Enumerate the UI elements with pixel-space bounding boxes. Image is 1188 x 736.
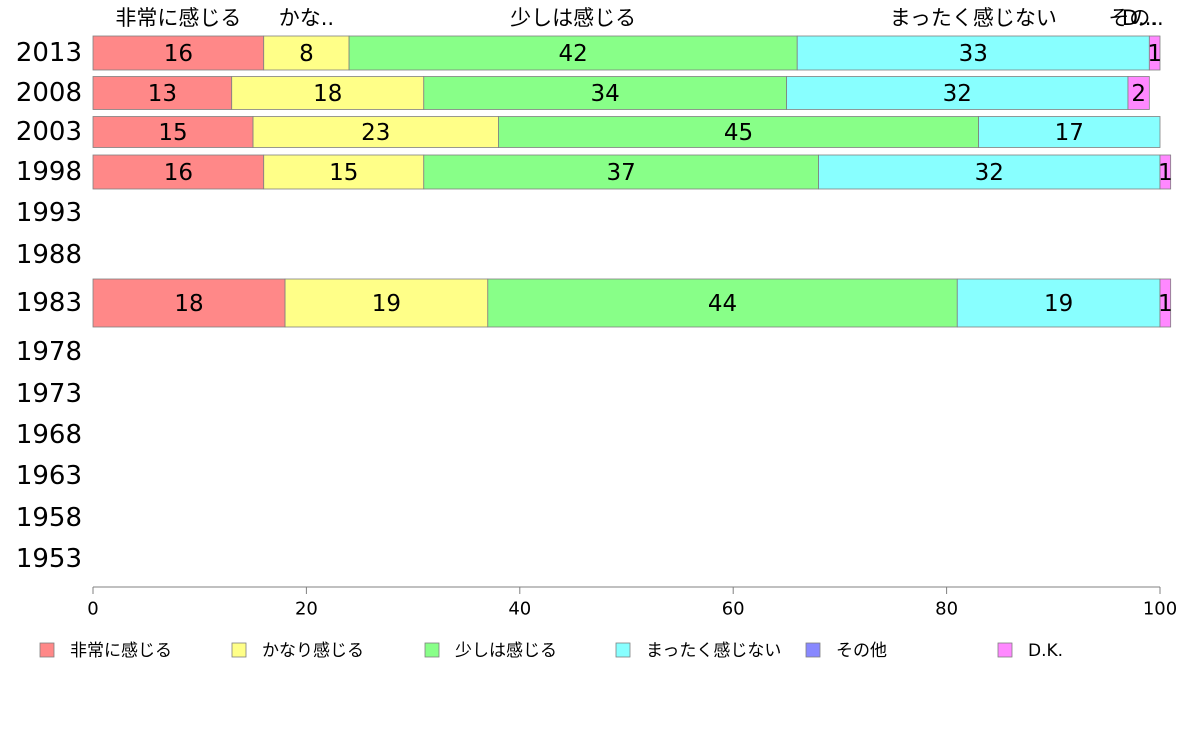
bar-value-label: 33: [959, 41, 988, 67]
bar-value-label: 34: [591, 81, 620, 107]
bar-segment: [796, 35, 1150, 71]
category-label: 1988: [16, 240, 82, 270]
legend-label: その他: [836, 641, 887, 661]
category-label: 1998: [16, 157, 82, 187]
bar-value-label: 13: [148, 81, 177, 107]
bar-segment: [92, 278, 286, 328]
category-label: 1968: [16, 420, 82, 450]
bar-segment: [92, 116, 254, 148]
bar-segment: [498, 116, 980, 148]
bar-segment: [92, 76, 233, 110]
bar-segment: [92, 35, 265, 71]
x-tick-label: 0: [87, 599, 98, 620]
bar-segment: [1148, 35, 1161, 71]
bar-segment: [423, 154, 819, 190]
bar-segment: [1159, 278, 1172, 328]
bar-value-label: 15: [329, 160, 358, 186]
bar-segment: [263, 154, 425, 190]
bar-value-label: 1: [1158, 291, 1173, 317]
series-header-label: その..: [1108, 6, 1163, 30]
bar-value-label: 19: [1044, 291, 1073, 317]
category-label: 1958: [16, 503, 82, 533]
category-label: 2013: [16, 38, 82, 68]
bar-value-label: 42: [559, 41, 588, 67]
bar-value-label: 2: [1131, 81, 1146, 107]
legend-swatch: [997, 642, 1013, 658]
legend-swatch: [424, 642, 440, 658]
bar-value-label: 16: [164, 41, 193, 67]
bar-value-label: 8: [299, 41, 314, 67]
bar-value-label: 18: [174, 291, 203, 317]
series-header-label: 非常に感じる: [115, 6, 241, 30]
bar-segment: [978, 116, 1161, 148]
bar-value-label: 23: [361, 120, 390, 146]
bar-value-label: 15: [158, 120, 187, 146]
category-label: 1978: [16, 337, 82, 367]
bar-segment: [956, 278, 1161, 328]
bar-value-label: 32: [943, 81, 972, 107]
category-label: 1973: [16, 379, 82, 409]
series-header-label: 少しは感じる: [510, 6, 636, 30]
legend-swatch: [231, 642, 247, 658]
bar-segment: [231, 76, 425, 110]
bar-segment: [1159, 154, 1172, 190]
x-tick-label: 80: [935, 599, 958, 620]
bar-value-label: 1: [1147, 41, 1162, 67]
category-label: 1993: [16, 198, 82, 228]
bar-value-label: 45: [724, 120, 753, 146]
x-tick-label: 40: [508, 599, 531, 620]
bar-value-label: 1: [1158, 160, 1173, 186]
category-label: 2008: [16, 78, 82, 108]
legend-label: 非常に感じる: [70, 641, 172, 661]
x-tick-label: 100: [1143, 599, 1177, 620]
series-header-label: かな..: [279, 6, 334, 30]
legend-label: かなり感じる: [262, 641, 364, 661]
bar-segment: [348, 35, 798, 71]
x-tick-label: 20: [295, 599, 318, 620]
bar-value-label: 18: [313, 81, 342, 107]
series-header-label: D...: [1122, 6, 1158, 30]
bar-segment: [818, 154, 1161, 190]
bar-segment: [263, 35, 350, 71]
category-label: 1983: [16, 288, 82, 318]
legend-label: 少しは感じる: [455, 641, 557, 661]
series-header-label: まったく感じない: [890, 6, 1057, 30]
bar-value-label: 44: [708, 291, 737, 317]
legend-label: まったく感じない: [646, 641, 781, 661]
category-label: 1953: [16, 544, 82, 574]
x-tick-label: 60: [722, 599, 745, 620]
bar-value-label: 17: [1055, 120, 1084, 146]
bar-segment: [786, 76, 1129, 110]
bar-segment: [487, 278, 958, 328]
category-label: 2003: [16, 117, 82, 147]
bar-value-label: 37: [607, 160, 636, 186]
bar-value-label: 19: [372, 291, 401, 317]
bar-value-label: 32: [975, 160, 1004, 186]
bar-segment: [423, 76, 787, 110]
legend-swatch: [39, 642, 55, 658]
legend-label: D.K.: [1028, 641, 1063, 661]
legend-swatch: [615, 642, 631, 658]
bar-value-label: 16: [164, 160, 193, 186]
category-label: 1963: [16, 461, 82, 491]
bar-segment: [1127, 76, 1150, 110]
bar-segment: [252, 116, 499, 148]
legend-swatch: [805, 642, 821, 658]
